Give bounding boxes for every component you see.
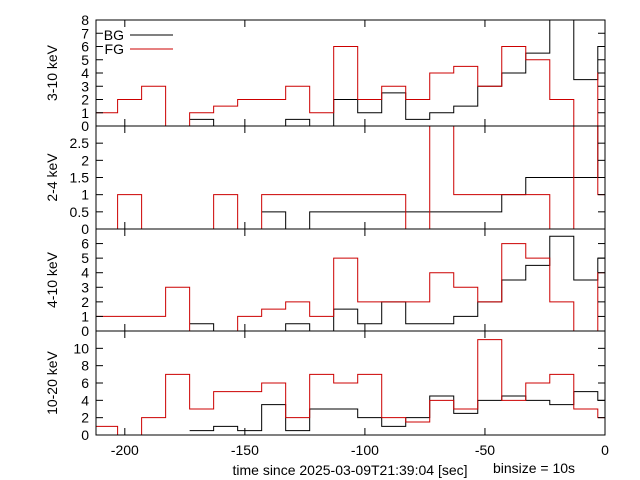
y-tick-label: 4 bbox=[81, 65, 89, 81]
x-tick-label: -50 bbox=[475, 442, 495, 458]
y-tick-label: 0 bbox=[81, 427, 89, 443]
series-fg-line bbox=[96, 243, 605, 331]
y-tick-label: 5 bbox=[81, 250, 89, 266]
x-axis-label: time since 2025-03-09T21:39:04 [sec] bbox=[232, 462, 467, 478]
series-bg-line bbox=[261, 126, 605, 229]
y-tick-label: 2.5 bbox=[70, 135, 90, 151]
y-tick-label: 0 bbox=[81, 221, 89, 237]
series-fg-line bbox=[96, 339, 605, 435]
y-tick-label: 0 bbox=[81, 323, 89, 339]
series-bg-line bbox=[189, 391, 605, 432]
y-tick-label: 7 bbox=[81, 25, 89, 41]
y-tick-label: 1.5 bbox=[70, 170, 90, 186]
y-tick-label: 0.5 bbox=[70, 204, 90, 220]
y-tick-label: 8 bbox=[81, 358, 89, 374]
x-tick-label: -200 bbox=[111, 442, 139, 458]
y-axis-label: 10-20 keV bbox=[44, 350, 60, 414]
y-tick-label: 3 bbox=[81, 279, 89, 295]
y-tick-label: 6 bbox=[81, 236, 89, 252]
y-axis-label: 4-10 keV bbox=[44, 251, 60, 308]
y-tick-label: 2 bbox=[81, 92, 89, 108]
panel-1: 00.511.5 22.5 2-4 keV bbox=[44, 125, 606, 237]
series-fg-line bbox=[96, 46, 605, 126]
y-tick-label: 2 bbox=[81, 152, 89, 168]
x-tick-label: -150 bbox=[231, 442, 259, 458]
y-tick-label: 6 bbox=[81, 375, 89, 391]
legend-label-fg: FG bbox=[105, 41, 124, 57]
y-tick-label: 8 bbox=[81, 12, 89, 28]
y-tick-label: 1 bbox=[81, 187, 89, 203]
y-tick-label: 1 bbox=[81, 308, 89, 324]
y-tick-label: 5 bbox=[81, 52, 89, 68]
y-tick-label: 4 bbox=[81, 392, 89, 408]
y-tick-label: 1 bbox=[81, 105, 89, 121]
panel-frame bbox=[95, 228, 606, 332]
y-tick-label: 2 bbox=[81, 410, 89, 426]
y-tick-label: 6 bbox=[81, 39, 89, 55]
x-tick-label: 0 bbox=[601, 442, 609, 458]
y-tick-label: 3 bbox=[81, 78, 89, 94]
y-axis-label: 3-10 keV bbox=[44, 44, 60, 101]
panel-frame bbox=[95, 19, 606, 127]
y-tick-label: 2 bbox=[81, 294, 89, 310]
x-axis: -200 -150 -100 -50 0 bbox=[111, 442, 609, 458]
y-tick-label: 10 bbox=[73, 340, 89, 356]
x-tick-label: -100 bbox=[351, 442, 379, 458]
binsize-annotation: binsize = 10s bbox=[493, 460, 575, 476]
series-fg-line bbox=[96, 126, 605, 229]
y-axis-label: 2-4 keV bbox=[44, 153, 60, 202]
series-bg-line bbox=[189, 235, 605, 331]
panel-3: 02 468 10 10-20 keV bbox=[44, 330, 606, 443]
legend-label-bg: BG bbox=[104, 27, 124, 43]
y-tick-label: 0 bbox=[81, 118, 89, 134]
series-bg-line bbox=[189, 20, 605, 126]
y-tick-label: 4 bbox=[81, 265, 89, 281]
